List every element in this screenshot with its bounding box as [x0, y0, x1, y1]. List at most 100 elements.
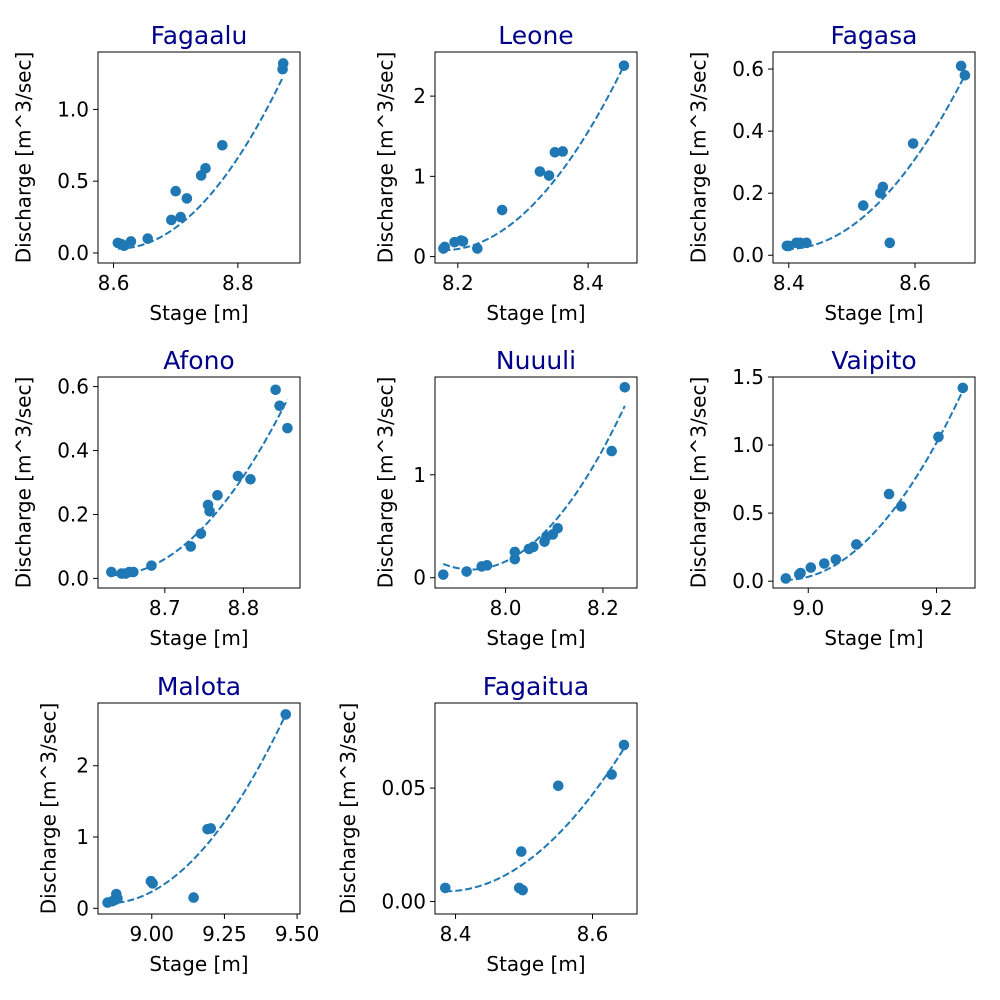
data-point-fagaitua-4 [552, 780, 564, 792]
y-tick-label-nuuuli: 1 [413, 463, 426, 487]
data-point-afono-14 [274, 400, 285, 412]
data-point-fagaalu-13 [277, 58, 289, 69]
data-point-vaipito-0 [780, 573, 792, 584]
data-point-malota-4 [112, 893, 123, 904]
data-point-fagaitua-5 [606, 769, 617, 780]
axes-frame-fagaalu [97, 51, 301, 264]
data-point-fagaitua-0 [439, 882, 451, 894]
x-tick-label-nuuuli: 8.2 [587, 596, 619, 620]
data-point-leone-9 [549, 146, 561, 158]
y-axis-label-afono: Discharge [m^3/sec] [12, 377, 36, 589]
data-point-nuuuli-3 [481, 560, 493, 571]
data-point-leone-6 [496, 204, 508, 216]
data-point-fagasa-4 [801, 237, 812, 249]
x-tick-label-malota: 9.50 [275, 922, 320, 946]
data-point-leone-10 [557, 146, 569, 157]
y-tick-label-fagasa: 0.4 [732, 119, 764, 143]
y-axis-label-fagaitua: Discharge [m^3/sec] [336, 703, 360, 915]
x-axis-label-fagasa: Stage [m] [824, 301, 923, 325]
data-point-fagasa-8 [884, 237, 896, 249]
data-point-afono-15 [282, 422, 293, 434]
x-tick-label-fagaitua: 8.4 [440, 922, 472, 946]
data-point-vaipito-4 [819, 558, 830, 569]
y-tick-label-fagaalu: 0.5 [57, 169, 89, 193]
data-point-afono-13 [270, 384, 281, 396]
fit-curve-fagaitua [445, 747, 625, 893]
data-point-vaipito-9 [933, 431, 944, 443]
y-tick-label-vaipito: 1.5 [732, 365, 764, 389]
x-tick-label-malota: 9.25 [202, 922, 247, 946]
data-point-fagaalu-5 [166, 214, 177, 226]
data-point-afono-10 [212, 489, 223, 501]
subplot-leone: 8.2 8.4 0 1 2 Leone Stage [m] Discharge [m^3/se… [374, 21, 638, 325]
data-point-fagaalu-6 [170, 185, 181, 197]
data-point-fagasa-10 [955, 60, 967, 72]
subplot-title-malota: Malota [157, 672, 241, 701]
data-point-fagasa-11 [959, 69, 971, 81]
x-tick-label-leone: 8.4 [572, 271, 604, 295]
data-point-nuuuli-1 [461, 566, 472, 577]
data-point-nuuuli-11 [552, 523, 563, 534]
data-point-vaipito-8 [895, 501, 907, 512]
subplot-vaipito: 9.0 9.2 0.0 0.5 1.0 1.5 Vaipito Stage [m] Discha… [687, 346, 976, 650]
y-tick-label-malota: 2 [76, 754, 89, 778]
subplot-title-vaipito: Vaipito [831, 346, 916, 375]
axes-frame-vaipito [772, 376, 976, 589]
y-tick-label-leone: 2 [413, 84, 426, 108]
subplot-fagaitua: 8.4 8.6 0.00 0.05 Fagaitua Stage [m] Discharge… [336, 672, 638, 976]
data-point-malota-6 [147, 878, 158, 889]
y-tick-label-nuuuli: 0 [413, 566, 426, 590]
axes-frame-fagasa [772, 51, 976, 264]
data-point-vaipito-10 [957, 382, 969, 394]
data-point-afono-12 [245, 474, 256, 485]
data-point-vaipito-3 [805, 562, 817, 573]
axes-frame-nuuuli [434, 376, 638, 589]
axes-frame-malota [97, 702, 301, 915]
data-point-fagasa-5 [857, 200, 869, 211]
fit-curve-afono [111, 398, 289, 577]
fit-curve-vaipito [785, 390, 964, 581]
x-tick-label-fagaitua: 8.6 [577, 922, 609, 946]
axes-frame-afono [97, 376, 301, 589]
y-axis-label-leone: Discharge [m^3/sec] [374, 52, 398, 264]
y-tick-label-leone: 1 [413, 164, 426, 188]
data-point-afono-9 [204, 505, 215, 517]
y-axis-label-nuuuli: Discharge [m^3/sec] [374, 377, 398, 589]
fit-curve-fagaalu [117, 75, 285, 250]
data-point-fagaalu-8 [181, 193, 193, 204]
y-tick-label-fagasa: 0.6 [732, 57, 764, 81]
subplot-nuuuli: 8.0 8.2 0 1 Nuuuli Stage [m] Discharge [m^3/se… [374, 346, 638, 650]
x-axis-label-fagaitua: Stage [m] [486, 952, 585, 976]
data-point-fagaitua-3 [517, 884, 528, 896]
x-axis-label-vaipito: Stage [m] [824, 626, 923, 650]
data-point-vaipito-2 [795, 567, 806, 579]
subplot-afono: 8.7 8.8 0.0 0.2 0.4 0.6 Afono Stage [m] Discharg… [12, 346, 301, 650]
y-tick-label-afono: 0.4 [57, 439, 89, 463]
x-tick-label-afono: 8.7 [149, 596, 181, 620]
data-point-leone-4 [457, 236, 469, 247]
y-tick-label-fagaalu: 0.0 [57, 241, 89, 265]
axes-frame-leone [434, 51, 638, 264]
x-axis-label-malota: Stage [m] [149, 952, 248, 976]
x-tick-label-malota: 9.00 [130, 922, 175, 946]
data-point-nuuuli-13 [619, 381, 631, 393]
data-point-fagaalu-4 [142, 233, 154, 244]
data-point-nuuuli-12 [606, 445, 617, 457]
data-point-afono-7 [195, 528, 207, 539]
data-point-malota-9 [205, 823, 217, 834]
y-tick-label-fagasa: 0.0 [732, 243, 764, 267]
data-point-leone-5 [472, 243, 483, 254]
y-tick-label-afono: 0.6 [57, 375, 89, 399]
y-axis-label-fagaalu: Discharge [m^3/sec] [12, 52, 36, 264]
data-point-fagaalu-10 [200, 162, 211, 174]
subplot-malota: 9.00 9.25 9.50 0 1 2 Malota Stage [m] Discharge … [37, 672, 320, 976]
subplot-title-fagaitua: Fagaitua [483, 672, 590, 701]
data-point-fagaalu-7 [175, 211, 186, 223]
x-tick-label-vaipito: 9.2 [921, 596, 953, 620]
x-tick-label-leone: 8.2 [442, 271, 474, 295]
x-tick-label-vaipito: 9.0 [792, 596, 824, 620]
data-point-afono-11 [232, 470, 244, 482]
x-tick-label-afono: 8.8 [228, 596, 260, 620]
x-tick-label-fagasa: 8.6 [899, 271, 931, 295]
